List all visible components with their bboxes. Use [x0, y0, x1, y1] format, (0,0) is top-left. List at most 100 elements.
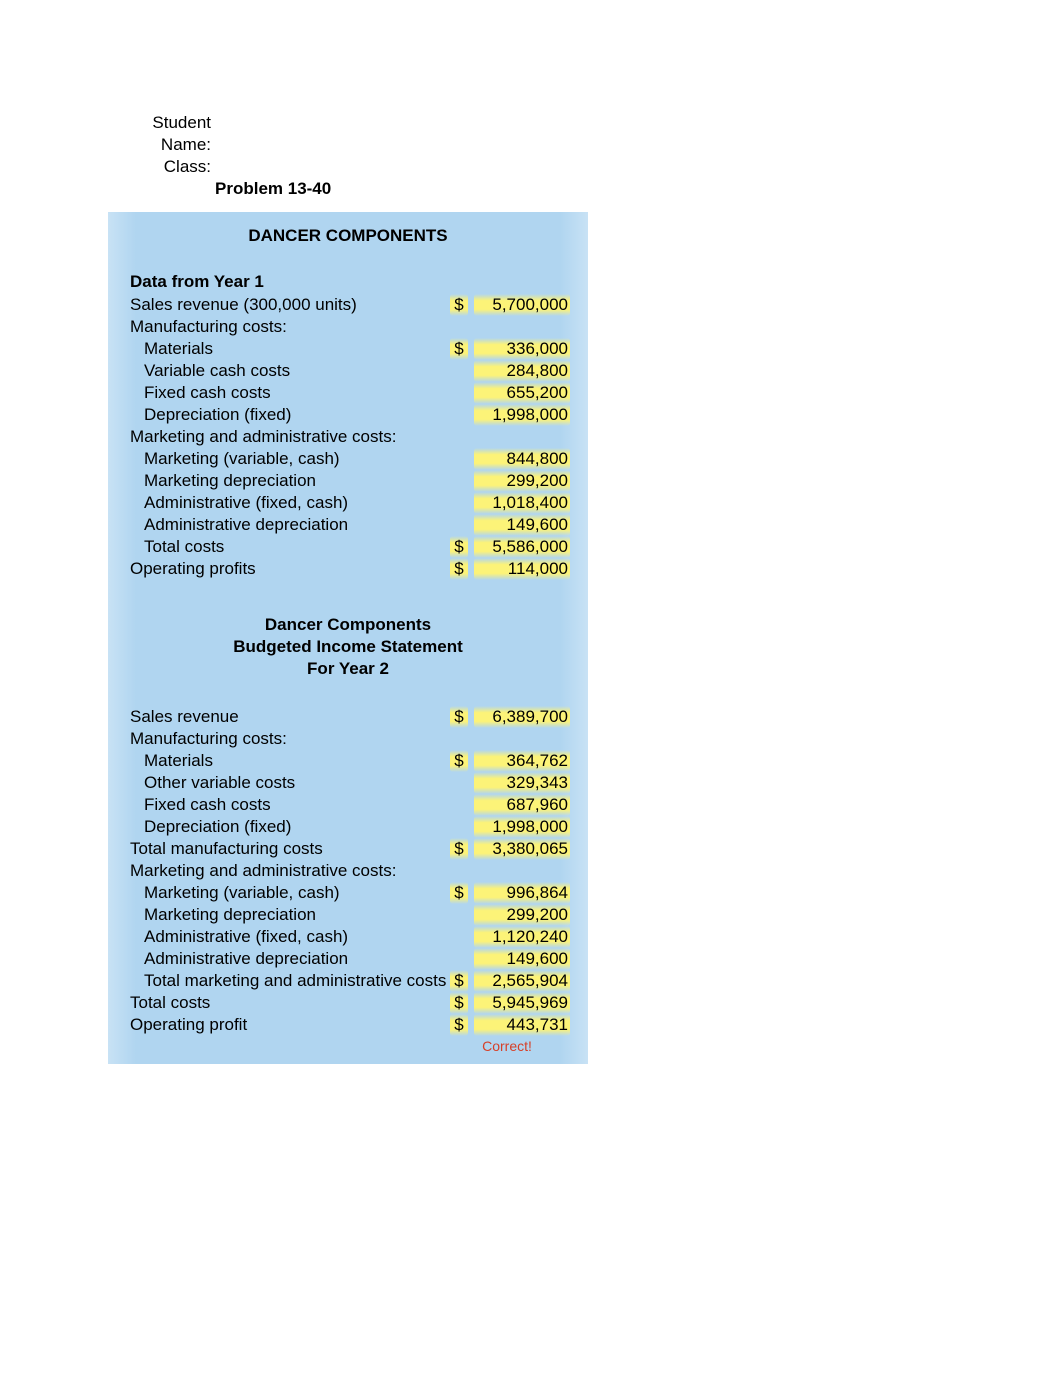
data-row: Materials$336,000 — [130, 338, 566, 360]
row-label: Total costs — [130, 992, 448, 1014]
row-label: Sales revenue (300,000 units) — [130, 294, 448, 316]
section1-heading: Data from Year 1 — [130, 272, 566, 292]
data-row: Fixed cash costs 687,960 — [130, 794, 566, 816]
row-amount: 687,960 — [470, 794, 566, 816]
row-label: Marketing (variable, cash) — [130, 882, 448, 904]
data-row: Depreciation (fixed) 1,998,000 — [130, 816, 566, 838]
class-label: Class: — [108, 156, 215, 178]
section2-title-block: Dancer Components Budgeted Income Statem… — [130, 614, 566, 680]
problem-title: Problem 13-40 — [108, 178, 1062, 200]
data-row: Total marketing and administrative costs… — [130, 970, 566, 992]
row-label: Depreciation (fixed) — [130, 816, 448, 838]
data-row: Manufacturing costs: — [130, 728, 566, 750]
data-row: Total costs$5,586,000 — [130, 536, 566, 558]
correct-label: Correct! — [448, 1038, 566, 1054]
row-amount: 364,762 — [470, 750, 566, 772]
row-label: Fixed cash costs — [130, 382, 448, 404]
row-label: Marketing depreciation — [130, 904, 448, 926]
row-amount: 336,000 — [470, 338, 566, 360]
data-row: Materials$364,762 — [130, 750, 566, 772]
data-row: Administrative depreciation 149,600 — [130, 948, 566, 970]
row-label: Other variable costs — [130, 772, 448, 794]
row-amount: 996,864 — [470, 882, 566, 904]
row-amount: 114,000 — [470, 558, 566, 580]
data-row: Manufacturing costs: — [130, 316, 566, 338]
data-row: Marketing depreciation299,200 — [130, 470, 566, 492]
row-amount: 1,018,400 — [470, 492, 566, 514]
data-row: Other variable costs 329,343 — [130, 772, 566, 794]
data-row: Total costs$5,945,969 — [130, 992, 566, 1014]
row-label: Administrative depreciation — [130, 948, 448, 970]
row-label: Sales revenue — [130, 706, 448, 728]
section2-rows: Sales revenue$6,389,700Manufacturing cos… — [130, 706, 566, 1036]
data-row: Administrative (fixed, cash) 1,018,400 — [130, 492, 566, 514]
data-row: Administrative depreciation149,600 — [130, 514, 566, 536]
row-label: Marketing and administrative costs: — [130, 426, 448, 448]
row-label: Total marketing and administrative costs — [130, 970, 448, 992]
row-label: Operating profit — [130, 1014, 448, 1036]
currency-symbol: $ — [448, 558, 470, 580]
row-amount: 3,380,065 — [470, 838, 566, 860]
data-row: Marketing (variable, cash)$996,864 — [130, 882, 566, 904]
section2-title-l3: For Year 2 — [130, 658, 566, 680]
row-label: Marketing and administrative costs: — [130, 860, 448, 882]
data-row: Sales revenue$6,389,700 — [130, 706, 566, 728]
data-row: Fixed cash costs 655,200 — [130, 382, 566, 404]
row-label: Administrative (fixed, cash) — [130, 492, 448, 514]
data-row: Operating profit$443,731 — [130, 1014, 566, 1036]
row-amount: 149,600 — [470, 948, 566, 970]
data-row: Marketing depreciation 299,200 — [130, 904, 566, 926]
student-name-row: Student Name: — [108, 112, 1062, 156]
row-label: Total manufacturing costs — [130, 838, 448, 860]
row-amount: 1,998,000 — [470, 404, 566, 426]
student-name-value — [215, 112, 1062, 156]
row-amount: 2,565,904 — [470, 970, 566, 992]
row-amount: 443,731 — [470, 1014, 566, 1036]
row-amount: 299,200 — [470, 904, 566, 926]
row-label: Administrative depreciation — [130, 514, 448, 536]
row-amount: 844,800 — [470, 448, 566, 470]
section2-title-l1: Dancer Components — [130, 614, 566, 636]
class-value — [215, 156, 1062, 178]
data-panel: DANCER COMPONENTS Data from Year 1 Sales… — [108, 212, 588, 1064]
row-amount: 329,343 — [470, 772, 566, 794]
page: Student Name: Class: Problem 13-40 DANCE… — [0, 0, 1062, 1064]
panel-title: DANCER COMPONENTS — [130, 226, 566, 246]
row-label: Variable cash costs — [130, 360, 448, 382]
row-amount: 1,998,000 — [470, 816, 566, 838]
row-label: Marketing depreciation — [130, 470, 448, 492]
row-label: Total costs — [130, 536, 448, 558]
currency-symbol: $ — [448, 294, 470, 316]
row-label: Manufacturing costs: — [130, 316, 448, 338]
data-row: Depreciation (fixed) 1,998,000 — [130, 404, 566, 426]
row-label: Manufacturing costs: — [130, 728, 448, 750]
row-label: Fixed cash costs — [130, 794, 448, 816]
currency-symbol: $ — [448, 1014, 470, 1036]
data-row: Variable cash costs 284,800 — [130, 360, 566, 382]
row-amount: 1,120,240 — [470, 926, 566, 948]
section2-title-l2: Budgeted Income Statement — [130, 636, 566, 658]
currency-symbol: $ — [448, 882, 470, 904]
currency-symbol: $ — [448, 838, 470, 860]
data-row: Sales revenue (300,000 units)$5,700,000 — [130, 294, 566, 316]
correct-row: Correct! — [130, 1036, 566, 1054]
currency-symbol: $ — [448, 970, 470, 992]
row-label: Materials — [130, 338, 448, 360]
data-row: Administrative (fixed, cash) 1,120,240 — [130, 926, 566, 948]
row-label: Administrative (fixed, cash) — [130, 926, 448, 948]
row-amount: 5,700,000 — [470, 294, 566, 316]
header-block: Student Name: Class: Problem 13-40 — [108, 112, 1062, 200]
row-amount: 655,200 — [470, 382, 566, 404]
class-row: Class: — [108, 156, 1062, 178]
row-label: Marketing (variable, cash) — [130, 448, 448, 470]
currency-symbol: $ — [448, 338, 470, 360]
currency-symbol: $ — [448, 992, 470, 1014]
row-amount: 5,945,969 — [470, 992, 566, 1014]
data-row: Marketing (variable, cash) 844,800 — [130, 448, 566, 470]
data-row: Operating profits$114,000 — [130, 558, 566, 580]
currency-symbol: $ — [448, 536, 470, 558]
data-row: Marketing and administrative costs: — [130, 860, 566, 882]
row-amount: 284,800 — [470, 360, 566, 382]
student-name-label: Student Name: — [108, 112, 215, 156]
row-label: Depreciation (fixed) — [130, 404, 448, 426]
